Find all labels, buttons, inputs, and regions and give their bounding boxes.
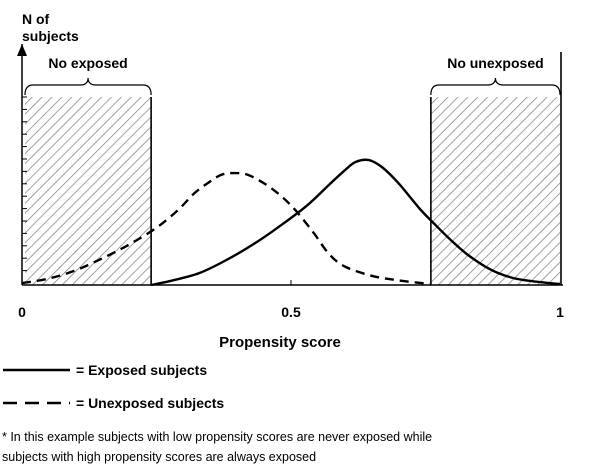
hatched-region	[25, 97, 152, 285]
hatched-region	[430, 97, 560, 285]
region-brace	[24, 77, 152, 96]
legend: = Exposed subjects = Unexposed subjects	[3, 362, 224, 411]
y-axis-title-line-2: subjects	[22, 28, 79, 44]
region-brace	[430, 77, 561, 96]
x-tick-label: 1	[556, 304, 564, 320]
y-ticks	[22, 96, 27, 272]
region-label: No exposed	[48, 55, 127, 71]
x-tick-label: 0.5	[281, 304, 301, 320]
footnote-line: subjects with high propensity scores are…	[2, 450, 316, 464]
y-axis-title: N of subjects	[22, 11, 79, 44]
y-axis-title-line-1: N of	[22, 11, 50, 27]
x-axis-title: Propensity score	[219, 334, 341, 351]
region-label: No unexposed	[447, 55, 543, 71]
unexposed-curve	[21, 171, 432, 286]
x-tick-label: 0	[18, 304, 26, 320]
axes	[17, 44, 563, 286]
footnote-line: * In this example subjects with low prop…	[2, 430, 432, 444]
legend-label: = Exposed subjects	[76, 362, 207, 378]
curves	[21, 158, 561, 287]
x-tick-labels: 0 0.5 1	[18, 280, 564, 320]
footnote: * In this example subjects with low prop…	[2, 430, 432, 464]
exposed-curve	[150, 158, 561, 287]
no-overlap-regions: No exposed No unexposed	[24, 52, 562, 285]
y-axis-arrow	[17, 44, 27, 56]
legend-label: = Unexposed subjects	[76, 395, 224, 411]
